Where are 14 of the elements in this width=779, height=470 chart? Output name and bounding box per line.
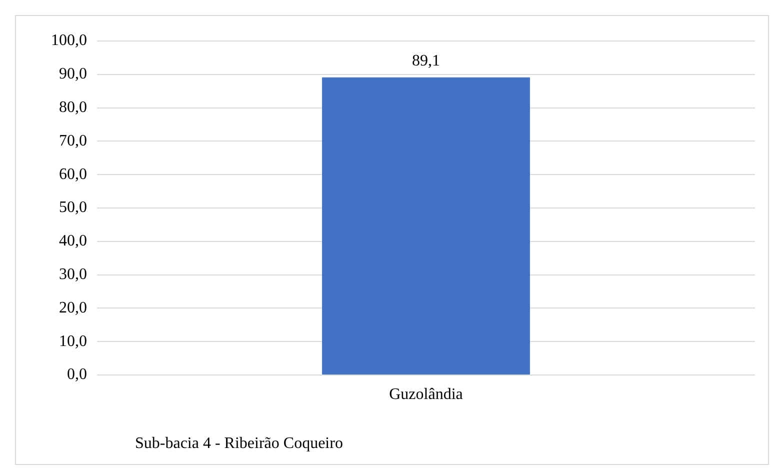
y-tick-label: 70,0 <box>59 132 87 150</box>
y-tick-label: 60,0 <box>59 166 87 183</box>
data-label: 89,1 <box>412 52 440 70</box>
y-tick-label: 20,0 <box>59 299 87 316</box>
y-tick-label: 30,0 <box>59 266 87 284</box>
y-tick-label: 50,0 <box>59 199 87 216</box>
y-tick-label: 90,0 <box>59 66 87 83</box>
y-tick-label: 0,0 <box>67 366 87 384</box>
text: Sub-bacia 4 - Ribeirão Coqueiro <box>135 435 343 453</box>
y-tick-label: 80,0 <box>59 99 87 116</box>
y-tick-label: 100,0 <box>51 32 87 50</box>
y-tick-label: 40,0 <box>59 232 87 250</box>
y-tick-label: 10,0 <box>59 332 87 350</box>
x-tick-label: Guzolândia <box>389 386 463 403</box>
